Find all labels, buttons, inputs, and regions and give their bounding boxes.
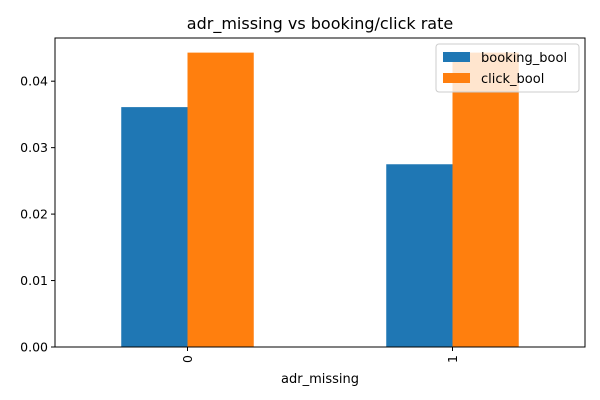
legend: booking_bool click_bool: [435, 43, 580, 93]
x-axis-label: adr_missing: [281, 372, 359, 387]
bar-booking_bool-0: [121, 107, 188, 347]
bar-booking_bool-1: [386, 164, 453, 347]
y-tick-label: 0.02: [20, 207, 48, 222]
plot-frame: [54, 37, 586, 348]
legend-box: [435, 43, 580, 93]
x-tick-label: 1: [445, 355, 460, 363]
x-tick-label: 0: [180, 355, 195, 363]
bar-click_bool-1: [452, 52, 519, 347]
legend-label-booking_bool: booking_bool: [481, 51, 567, 66]
y-tick-label: 0.03: [20, 140, 48, 155]
y-axis: 0.00 0.01 0.02 0.03 0.04: [20, 74, 55, 355]
y-tick-label: 0.01: [20, 273, 48, 288]
y-tick-label: 0.04: [20, 74, 48, 89]
bar-click_bool-0: [187, 52, 254, 347]
legend-label-click_bool: click_bool: [481, 72, 544, 87]
bars-layer: [121, 52, 519, 347]
chart-title: adr_missing vs booking/click rate: [187, 14, 453, 34]
y-tick-label: 0.00: [20, 340, 48, 355]
legend-swatch-click_bool: [443, 73, 470, 83]
legend-swatch-booking_bool: [443, 52, 470, 62]
